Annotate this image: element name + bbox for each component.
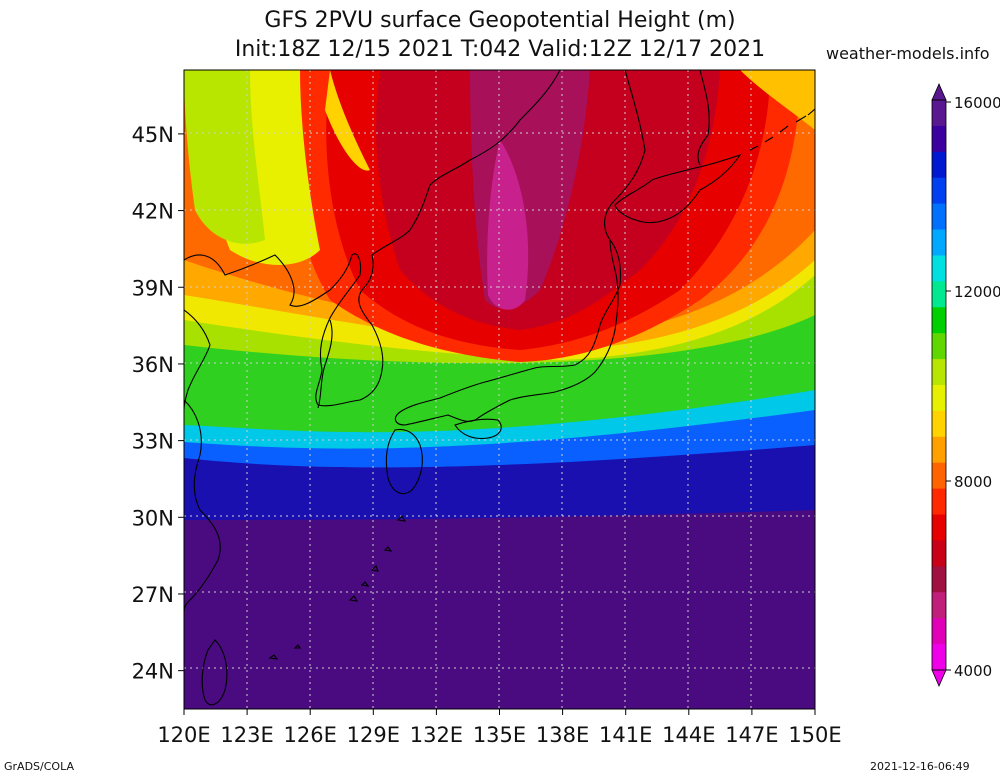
colorbar-segment	[932, 125, 946, 153]
lat-tick-label: 30N	[132, 506, 174, 530]
colorbar-label: 4000	[954, 662, 992, 680]
lon-tick-label: 138E	[536, 723, 589, 747]
colorbar-segment	[932, 307, 946, 334]
colorbar-min-arrow	[931, 669, 947, 687]
colorbar-segment	[932, 385, 946, 412]
colorbar-segment	[932, 359, 946, 386]
lat-tick-label: 42N	[132, 200, 174, 224]
footer-timestamp: 2021-12-16-06:49	[870, 760, 970, 773]
colorbar-frame	[931, 99, 947, 671]
lon-tick-label: 123E	[220, 723, 273, 747]
chart-subtitle: Init:18Z 12/15 2021 T:042 Valid:12Z 12/1…	[234, 37, 766, 62]
colorbar	[931, 83, 947, 687]
colorbar-segment	[932, 203, 946, 231]
colorbar-segment	[932, 229, 946, 256]
colorbar-segment	[932, 566, 946, 593]
latitude-labels: 45N 42N 39N 36N 33N 30N 27N 24N	[132, 123, 174, 684]
lon-tick-label: 129E	[347, 723, 400, 747]
lat-tick-label: 27N	[132, 583, 174, 607]
colorbar-segment	[932, 488, 946, 516]
brand-label: weather-models.info	[826, 44, 990, 63]
chart-title: GFS 2PVU surface Geopotential Height (m)	[264, 8, 736, 33]
colorbar-segment	[932, 281, 946, 308]
lat-tick-label: 33N	[132, 430, 174, 454]
lat-tick-label: 36N	[132, 353, 174, 377]
colorbar-segment	[932, 177, 946, 205]
longitude-labels: 120E 123E 126E 129E 132E 135E 138E 141E 144E 147E…	[157, 723, 841, 747]
colorbar-segment	[932, 100, 946, 127]
lat-tick-label: 24N	[132, 660, 174, 684]
colorbar-segment	[932, 410, 946, 438]
colorbar-segment	[932, 436, 946, 464]
lat-tick-label: 45N	[132, 123, 174, 147]
lon-tick-label: 120E	[157, 723, 210, 747]
lon-tick-label: 147E	[725, 723, 778, 747]
lon-tick-label: 126E	[284, 723, 337, 747]
lon-tick-label: 150E	[788, 723, 841, 747]
colorbar-segment	[932, 151, 946, 179]
colorbar-segment	[932, 255, 946, 282]
colorbar-label: 12000	[954, 283, 1000, 301]
colorbar-segment	[932, 540, 946, 567]
colorbar-segment	[932, 462, 946, 490]
colorbar-segment	[932, 592, 946, 619]
axis-ticks	[178, 133, 816, 715]
colorbar-segment	[932, 644, 946, 671]
lon-tick-label: 141E	[599, 723, 652, 747]
colorbar-segment	[932, 514, 946, 541]
colorbar-segment	[932, 333, 946, 360]
colorbar-labels: 16000 12000 8000 4000	[946, 94, 1000, 680]
colorbar-label: 8000	[954, 473, 992, 491]
colorbar-max-arrow	[931, 83, 947, 101]
footer-software: GrADS/COLA	[4, 760, 74, 773]
lon-tick-label: 135E	[473, 723, 526, 747]
lon-tick-label: 144E	[662, 723, 715, 747]
colorbar-label: 16000	[954, 94, 1000, 112]
lat-tick-label: 39N	[132, 276, 174, 300]
coastlines	[184, 70, 815, 706]
lon-tick-label: 132E	[410, 723, 463, 747]
colorbar-segment	[932, 618, 946, 645]
